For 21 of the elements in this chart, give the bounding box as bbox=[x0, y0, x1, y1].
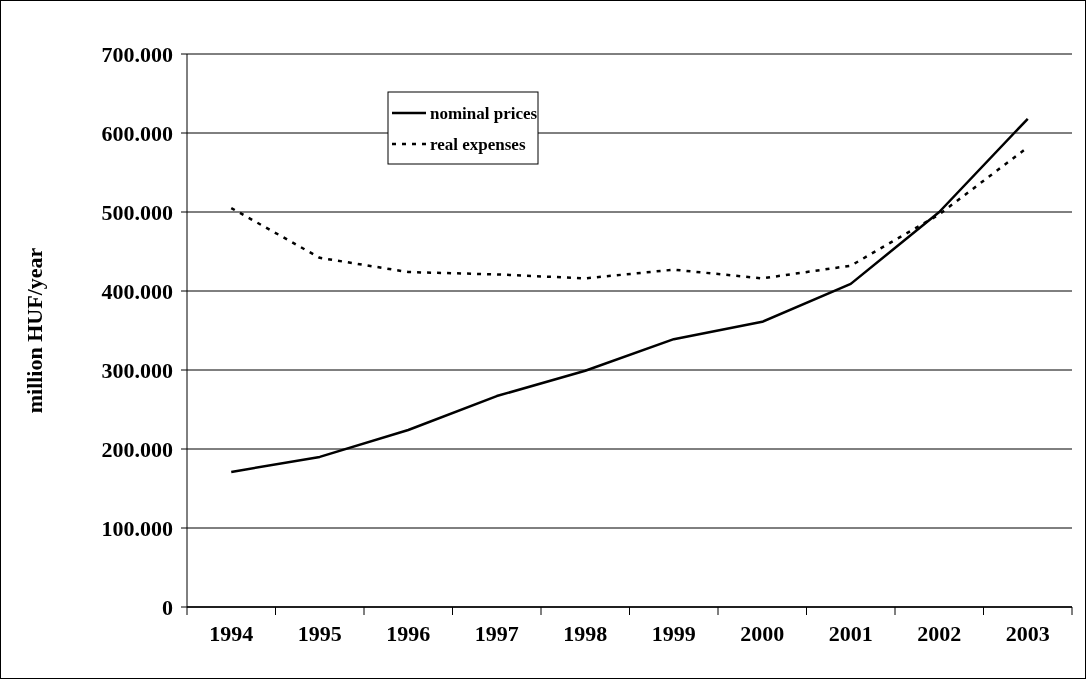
x-tick-label: 1998 bbox=[563, 621, 608, 646]
y-axis-title: million HUF/year bbox=[22, 247, 47, 414]
x-tick-label: 2002 bbox=[917, 621, 962, 646]
y-tick-label: 100.000 bbox=[101, 515, 173, 541]
y-tick-label: 600.000 bbox=[101, 120, 173, 146]
x-tick-label: 1996 bbox=[386, 621, 431, 646]
x-tick-label: 2003 bbox=[1005, 621, 1050, 646]
x-tick-label: 1994 bbox=[209, 621, 254, 646]
legend-label: nominal prices bbox=[430, 103, 538, 123]
x-tick-label: 1995 bbox=[297, 621, 342, 646]
y-tick-label: 300.000 bbox=[101, 357, 173, 383]
x-tick-label: 1999 bbox=[651, 621, 696, 646]
y-tick-label: 200.000 bbox=[101, 436, 173, 462]
y-tick-label: 0 bbox=[162, 594, 173, 620]
y-tick-label: 700.000 bbox=[101, 41, 173, 67]
legend-label: real expenses bbox=[430, 134, 526, 154]
x-tick-label: 2000 bbox=[740, 621, 785, 646]
y-tick-label: 500.000 bbox=[101, 199, 173, 225]
y-tick-label: 400.000 bbox=[101, 278, 173, 304]
x-tick-label: 2001 bbox=[828, 621, 873, 646]
x-tick-label: 1997 bbox=[474, 621, 519, 646]
